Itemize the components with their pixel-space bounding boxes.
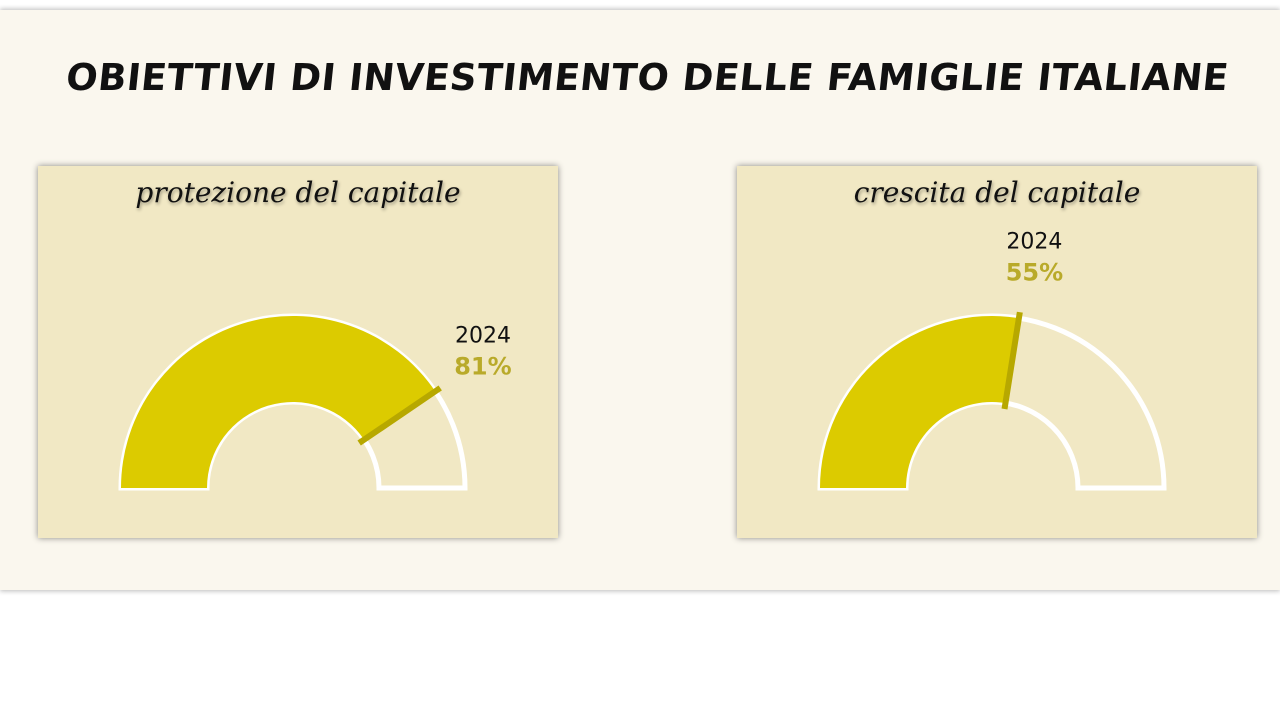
gauge-fill	[121, 316, 436, 488]
gauge-year-label: 2024	[1006, 230, 1062, 255]
gauge-title: protezione del capitale	[135, 176, 461, 209]
gauge-card-crescita: crescita del capitale 2024 55%	[737, 166, 1257, 538]
gauge-card-protezione: protezione del capitale 2024 81%	[38, 166, 558, 538]
gauge-chart: 2024 55%	[817, 230, 1167, 491]
gauge-title: crescita del capitale	[853, 176, 1141, 209]
gauge-value-label: 55%	[1006, 259, 1063, 287]
page-title: OBIETTIVI DI INVESTIMENTO DELLE FAMIGLIE…	[64, 56, 1231, 99]
gauge-needle	[1001, 311, 1023, 410]
gauge-fill	[820, 316, 1019, 488]
gauge-value-label: 81%	[454, 352, 511, 380]
gauge-needle	[357, 385, 442, 446]
gauge-year-label: 2024	[455, 323, 511, 348]
gauge-chart: 2024 81%	[118, 313, 512, 491]
